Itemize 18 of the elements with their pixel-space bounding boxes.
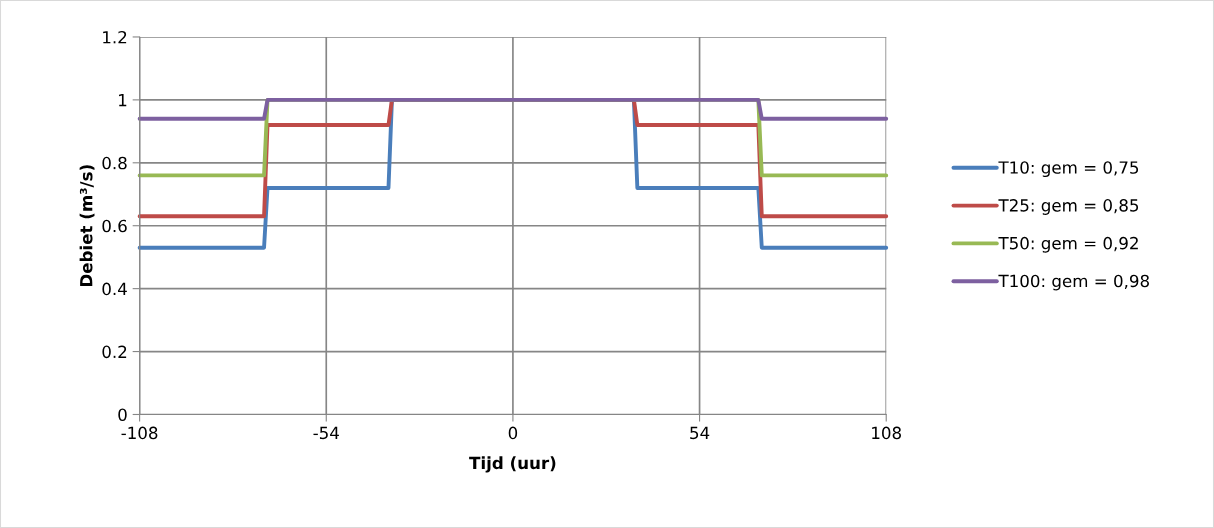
y-tick-label: 1.2 <box>103 30 127 44</box>
legend-label: T50: gem = 0,92 <box>998 236 1138 253</box>
y-tick-label: 0.6 <box>102 219 127 233</box>
x-axis-title: Tijd (uur) <box>469 456 556 473</box>
x-tick-label: 0 <box>508 426 518 440</box>
x-tick-label: -54 <box>313 426 339 440</box>
x-tick-label: -108 <box>121 426 158 440</box>
y-tick-label: 0.4 <box>102 282 127 296</box>
y-axis-title: Debiet (m³/s) <box>79 165 95 287</box>
y-tick-label: 0.2 <box>102 345 127 359</box>
y-tick-label: 1 <box>119 94 127 107</box>
legend-label: T25: gem = 0,85 <box>998 199 1139 215</box>
legend-label: T100: gem = 0,98 <box>998 274 1149 291</box>
x-tick-label: 108 <box>872 426 901 440</box>
legend-label: T10: gem = 0,75 <box>998 161 1139 178</box>
x-tick-label: 54 <box>690 426 710 440</box>
y-tick-label: 0 <box>118 408 127 422</box>
y-tick-label: 0.8 <box>102 156 127 170</box>
